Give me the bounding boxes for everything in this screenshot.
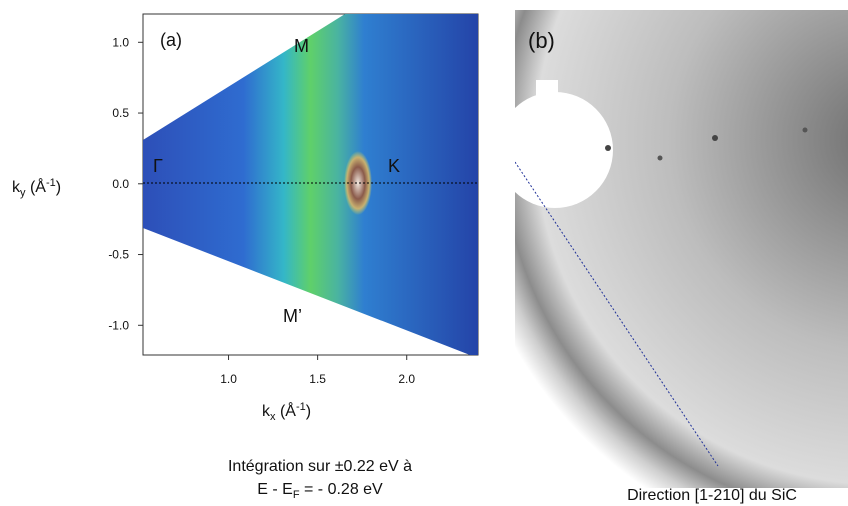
diffraction-spot bbox=[802, 127, 808, 133]
panel-b bbox=[515, 10, 848, 488]
k-point-spot bbox=[344, 151, 372, 215]
x-label-part: ) bbox=[306, 403, 311, 420]
caption: Direction [1-210] du SiC bbox=[627, 487, 797, 504]
x-label-sub: x bbox=[270, 411, 276, 423]
diffraction-spot bbox=[657, 155, 663, 161]
panel-a: (a) M K Γ M’ ky (Å-1) kx (Å-1) Intégrati… bbox=[12, 13, 479, 501]
caption: Intégration sur ±0.22 eV à bbox=[228, 458, 412, 475]
shadow-obstruction bbox=[515, 92, 613, 208]
x-tick-label: 1.0 bbox=[220, 372, 237, 386]
point-label: M’ bbox=[283, 306, 302, 326]
y-label-sub: y bbox=[20, 187, 26, 199]
y-tick-label: 0.0 bbox=[112, 177, 129, 191]
y-tick-label: -0.5 bbox=[108, 248, 129, 262]
panel-label: (b) bbox=[528, 28, 555, 53]
y-label-part: (Å bbox=[26, 177, 47, 196]
point-label: K bbox=[388, 156, 400, 176]
caption: E - EF = - 0.28 eV bbox=[257, 481, 383, 501]
caption-part: E - E bbox=[257, 481, 293, 498]
shadow-obstruction bbox=[536, 80, 558, 110]
arpes-map bbox=[143, 14, 478, 355]
point-label: M bbox=[294, 36, 309, 56]
x-label-part: (Å bbox=[276, 401, 297, 420]
caption-sub: F bbox=[293, 489, 300, 501]
y-tick-label: 1.0 bbox=[112, 35, 129, 49]
x-label-sup: -1 bbox=[296, 401, 306, 413]
x-label-part: k bbox=[262, 403, 271, 420]
panel-label: (a) bbox=[160, 30, 182, 50]
caption-part: = - 0.28 eV bbox=[300, 481, 383, 498]
y-label-sup: -1 bbox=[46, 177, 56, 189]
leed-image bbox=[515, 10, 848, 488]
diffraction-spot bbox=[712, 135, 718, 141]
point-label: Γ bbox=[153, 156, 163, 176]
y-axis-label: ky (Å-1) bbox=[12, 177, 61, 199]
direction-line bbox=[515, 161, 719, 467]
x-tick-label: 1.5 bbox=[309, 372, 326, 386]
y-label-part: k bbox=[12, 179, 21, 196]
x-axis-label: kx (Å-1) bbox=[262, 401, 311, 423]
diffraction-spot bbox=[605, 145, 611, 151]
y-tick-label: 0.5 bbox=[112, 106, 129, 120]
x-tick-label: 2.0 bbox=[398, 372, 415, 386]
y-tick-label: -1.0 bbox=[108, 318, 129, 332]
y-label-part: ) bbox=[56, 179, 61, 196]
